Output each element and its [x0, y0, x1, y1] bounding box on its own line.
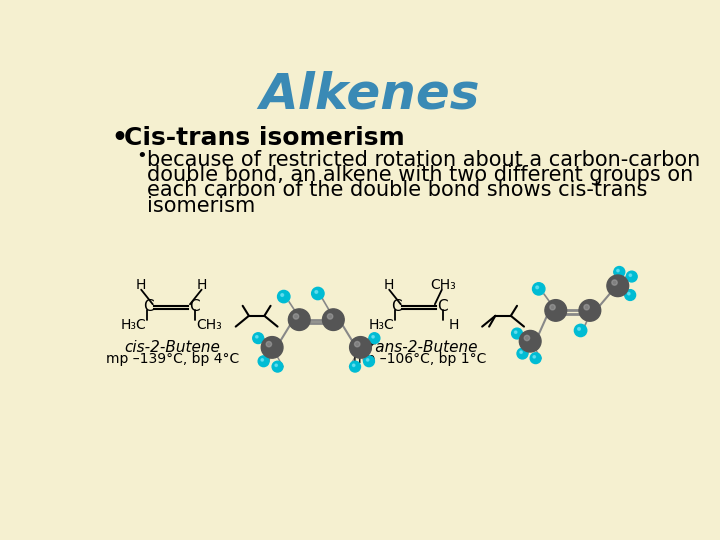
Text: double bond, an alkene with two different groups on: double bond, an alkene with two differen…	[148, 165, 693, 185]
Text: H: H	[449, 318, 459, 332]
Circle shape	[266, 341, 271, 347]
Circle shape	[350, 361, 361, 372]
Circle shape	[536, 286, 539, 289]
Circle shape	[579, 300, 600, 321]
Circle shape	[614, 267, 625, 278]
Text: •: •	[137, 147, 148, 165]
Circle shape	[533, 356, 536, 358]
Circle shape	[519, 330, 541, 352]
Circle shape	[612, 280, 617, 285]
Text: isomerism: isomerism	[148, 195, 256, 215]
Circle shape	[281, 294, 284, 296]
Text: CH₃: CH₃	[197, 318, 222, 332]
Circle shape	[524, 335, 530, 341]
Circle shape	[629, 274, 631, 276]
Text: mp –139°C, bp 4°C: mp –139°C, bp 4°C	[106, 352, 239, 366]
Circle shape	[607, 275, 629, 296]
Circle shape	[364, 356, 374, 367]
Text: H: H	[384, 278, 395, 292]
Text: C: C	[143, 300, 153, 314]
Text: •: •	[112, 126, 127, 151]
Text: H₃C: H₃C	[120, 318, 146, 332]
Circle shape	[328, 314, 333, 319]
Text: Cis-trans isomerism: Cis-trans isomerism	[124, 126, 405, 151]
Circle shape	[628, 293, 630, 295]
Circle shape	[261, 336, 283, 358]
Circle shape	[258, 356, 269, 367]
Circle shape	[277, 291, 290, 303]
Text: cis-2-Butene: cis-2-Butene	[125, 340, 220, 355]
Circle shape	[253, 333, 264, 343]
Circle shape	[533, 283, 545, 295]
Circle shape	[372, 336, 374, 338]
Circle shape	[584, 305, 590, 310]
Circle shape	[545, 300, 567, 321]
Circle shape	[312, 287, 324, 300]
Circle shape	[517, 348, 528, 359]
Circle shape	[625, 289, 636, 300]
Circle shape	[350, 336, 372, 358]
Circle shape	[369, 333, 380, 343]
Text: H₃C: H₃C	[369, 318, 395, 332]
Circle shape	[577, 328, 580, 330]
Circle shape	[293, 314, 299, 319]
Circle shape	[550, 305, 555, 310]
Circle shape	[272, 361, 283, 372]
Text: H: H	[197, 278, 207, 292]
Text: H: H	[136, 278, 146, 292]
Text: C: C	[391, 300, 402, 314]
Text: each carbon of the double bond shows cis-trans: each carbon of the double bond shows cis…	[148, 180, 648, 200]
Circle shape	[515, 331, 517, 333]
Circle shape	[261, 359, 264, 361]
Text: because of restricted rotation about a carbon-carbon: because of restricted rotation about a c…	[148, 150, 701, 170]
Circle shape	[353, 364, 355, 367]
Circle shape	[626, 271, 637, 282]
Circle shape	[256, 336, 258, 338]
Text: C: C	[189, 300, 200, 314]
Circle shape	[315, 291, 318, 293]
Text: trans-2-Butene: trans-2-Butene	[363, 340, 477, 355]
Circle shape	[354, 341, 360, 347]
Circle shape	[530, 353, 541, 363]
Circle shape	[366, 359, 369, 361]
Text: C: C	[437, 300, 448, 314]
Circle shape	[617, 269, 619, 272]
Circle shape	[512, 328, 523, 339]
Text: Alkenes: Alkenes	[258, 70, 480, 118]
Circle shape	[520, 351, 522, 353]
Text: CH₃: CH₃	[431, 278, 456, 292]
Circle shape	[323, 309, 344, 330]
Circle shape	[275, 364, 277, 367]
Text: mp –106°C, bp 1°C: mp –106°C, bp 1°C	[354, 352, 487, 366]
Circle shape	[575, 325, 587, 336]
Circle shape	[289, 309, 310, 330]
